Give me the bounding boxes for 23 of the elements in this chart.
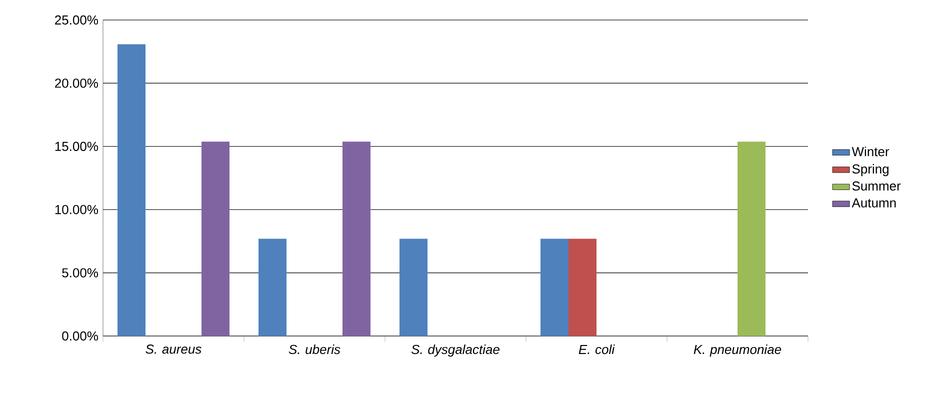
x-tick-label: S. uberis bbox=[288, 344, 340, 354]
bar bbox=[400, 238, 428, 336]
bar bbox=[540, 238, 569, 336]
legend-label: Winter bbox=[852, 146, 890, 156]
legend-label: Spring bbox=[852, 164, 888, 176]
bar bbox=[738, 142, 766, 336]
y-tick-label: 25.00% bbox=[55, 15, 98, 25]
x-tick-label: S. dysgalactiae bbox=[411, 344, 500, 357]
x-tick-label: K. pneumoniae bbox=[694, 344, 782, 357]
x-tick-label: E. coli bbox=[578, 344, 615, 354]
y-tick-label: 15.00% bbox=[55, 142, 98, 151]
bar bbox=[202, 142, 230, 336]
legend-label: Summer bbox=[852, 181, 901, 191]
y-tick-label: 0.00% bbox=[62, 331, 98, 341]
y-tick-label: 20.00% bbox=[55, 78, 98, 88]
bar bbox=[342, 142, 371, 336]
bar bbox=[258, 238, 287, 336]
x-tick-label: S. aureus bbox=[146, 344, 202, 354]
bar bbox=[118, 44, 146, 336]
legend-label: Autumn bbox=[852, 198, 896, 208]
y-tick-label: 10.00% bbox=[55, 204, 98, 214]
y-tick-label: 5.00% bbox=[62, 268, 98, 278]
bar bbox=[568, 238, 597, 336]
